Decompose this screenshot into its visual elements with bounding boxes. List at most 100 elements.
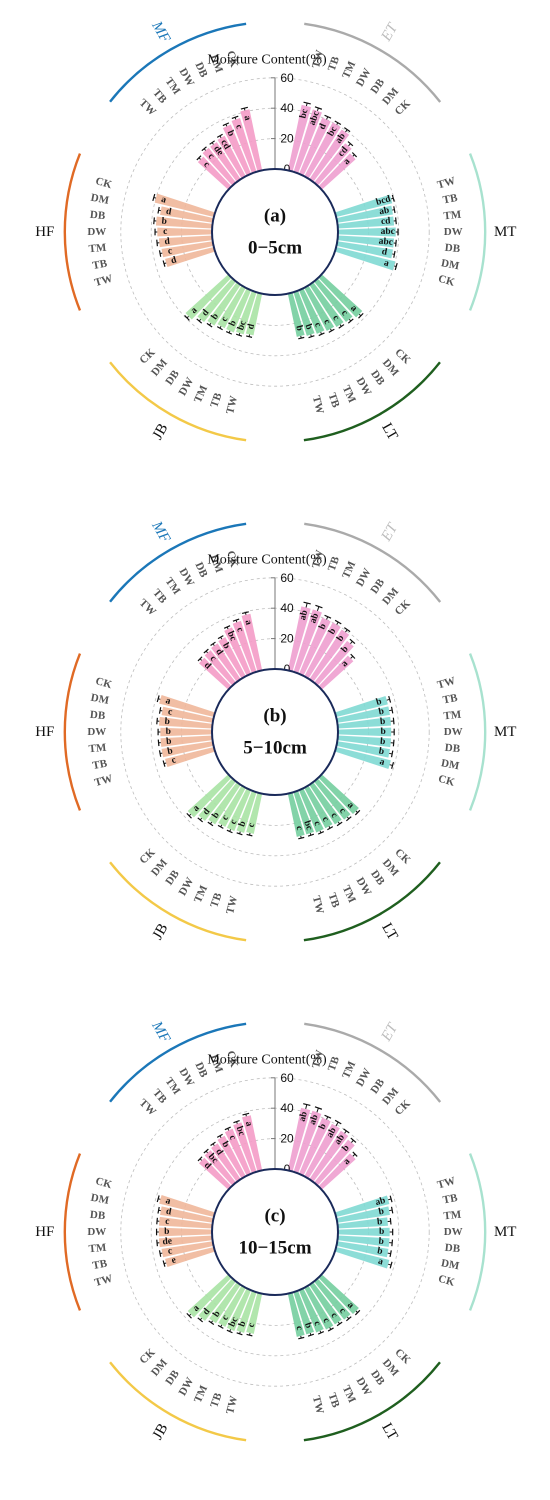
- significance-letter: ab: [298, 609, 310, 621]
- significance-letter: c: [320, 815, 331, 824]
- error-cap: [338, 324, 345, 329]
- significance-letter: b: [166, 737, 172, 747]
- bar: [236, 1290, 257, 1333]
- error-cap: [314, 106, 323, 110]
- significance-letter: d: [165, 207, 173, 218]
- category-label: TM: [340, 1384, 359, 1406]
- error-cap: [217, 1324, 224, 1329]
- bar: [233, 1122, 257, 1174]
- group-arc: [109, 361, 247, 442]
- error-cap: [345, 1316, 352, 1322]
- category-label: CK: [437, 1273, 457, 1289]
- significance-letter: c: [167, 246, 173, 257]
- error-cap: [197, 1317, 204, 1323]
- error-cap: [240, 106, 248, 110]
- group-name: MF: [148, 18, 174, 46]
- bar: [210, 142, 241, 182]
- bar: [161, 1241, 214, 1258]
- category-label: DW: [87, 1226, 106, 1238]
- significance-letter: bc: [326, 125, 339, 138]
- error-cap: [207, 821, 214, 827]
- group-HF: a CK c DM b DB b DW b TM b TB c TW HF: [35, 653, 216, 811]
- significance-letter: b: [380, 717, 386, 727]
- bar: [337, 1227, 390, 1237]
- error-cap: [162, 760, 166, 767]
- error-cap: [298, 1336, 305, 1340]
- bar: [287, 292, 305, 337]
- significance-letter: b: [375, 697, 383, 708]
- error-cap: [336, 821, 343, 827]
- significance-letter: b: [164, 717, 170, 727]
- significance-letter: d: [201, 806, 213, 817]
- category-label: DM: [208, 53, 226, 75]
- bar: [318, 655, 354, 690]
- error-cap: [336, 1321, 343, 1327]
- significance-letter: b: [327, 627, 338, 637]
- group-arc: [304, 522, 442, 603]
- bar: [309, 129, 350, 182]
- bar: [226, 1288, 252, 1332]
- error-cap: [208, 1320, 215, 1325]
- significance-letter: a: [242, 619, 253, 626]
- bar: [204, 1150, 236, 1186]
- category-label: DB: [163, 368, 182, 388]
- error-cap: [217, 824, 224, 829]
- significance-letter: d: [213, 647, 225, 658]
- significance-letter: c: [165, 1217, 170, 1227]
- error-cap: [186, 1312, 192, 1319]
- significance-letter: c: [339, 308, 349, 318]
- group-arc: [63, 153, 82, 311]
- error-cap: [196, 155, 202, 161]
- category-label: DW: [87, 226, 106, 238]
- category-label: DM: [440, 257, 461, 272]
- significance-letter: c: [233, 123, 244, 130]
- category-label: TM: [340, 884, 359, 906]
- significance-letter: a: [345, 1300, 356, 1311]
- error-cap: [303, 601, 311, 605]
- bar: [334, 696, 388, 718]
- category-label: DM: [440, 1257, 461, 1272]
- category-label: TB: [326, 891, 342, 909]
- error-cap: [242, 1112, 250, 1116]
- bar: [217, 1135, 246, 1179]
- bar: [304, 122, 341, 179]
- error-cap: [232, 618, 240, 622]
- significance-letter: a: [348, 303, 359, 314]
- panel-b: ab TW ab TB b TM b DW b DB b DM a CK ET b TW b TB b TM b DW b DB…: [0, 500, 550, 1000]
- significance-letter: c: [312, 321, 323, 329]
- significance-letter: c: [163, 227, 167, 237]
- error-cap: [318, 332, 325, 337]
- significance-letter: d: [200, 307, 212, 318]
- error-cap: [226, 1329, 233, 1334]
- bar: [293, 290, 315, 336]
- category-label: CK: [94, 675, 114, 691]
- group-name: HF: [35, 724, 54, 740]
- bar: [160, 1206, 214, 1223]
- group-arc: [109, 1361, 247, 1442]
- bar: [159, 1195, 216, 1218]
- significance-letter: b: [341, 1143, 352, 1154]
- category-label: TW: [310, 1395, 326, 1416]
- category-label: DB: [444, 1242, 461, 1255]
- significance-letter: a: [378, 757, 386, 768]
- significance-letter: bcd: [375, 194, 393, 208]
- error-cap: [389, 1261, 393, 1269]
- radial-chart-a: bcTWabcTBdTMbcDWabDBcdDMaCKETbcdTWabTBcd…: [35, 18, 516, 443]
- category-label: TW: [436, 675, 457, 692]
- bar: [336, 706, 390, 723]
- error-cap: [184, 315, 190, 321]
- bar: [240, 109, 263, 172]
- category-label: DB: [368, 868, 387, 888]
- category-label: TB: [326, 54, 342, 72]
- error-cap: [156, 1217, 158, 1225]
- bar: [246, 1292, 263, 1334]
- group-MT: b TW b TB b TM b DW b DB b DM a CK MT: [334, 653, 516, 811]
- significance-letter: b: [378, 707, 385, 718]
- significance-letter: ab: [325, 1126, 339, 1140]
- bar: [318, 1274, 359, 1315]
- error-cap: [203, 648, 209, 654]
- error-cap: [156, 717, 158, 725]
- error-cap: [197, 1156, 203, 1162]
